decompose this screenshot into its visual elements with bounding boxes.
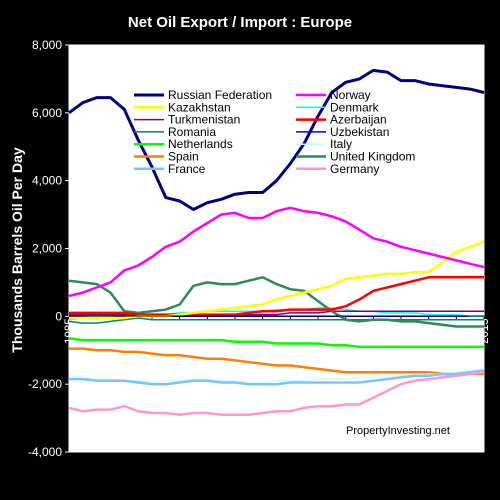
y-tick-label: 8,000 — [32, 38, 62, 52]
legend: Russian Federation Norway Kazakhstan Denmar… — [134, 88, 415, 176]
x-tick-label: 2009 — [396, 318, 408, 344]
series-line-united-kingdom — [68, 276, 484, 328]
x-tick-label: 1999 — [258, 318, 270, 344]
x-tick-label: 2003 — [313, 318, 325, 344]
x-tick-label: 1987 — [92, 318, 104, 344]
x-tick-label: 1991 — [147, 318, 159, 344]
series-line-france — [69, 369, 485, 386]
x-tick-label: 2015 — [479, 318, 491, 344]
y-tick-label: 4,000 — [32, 174, 62, 188]
y-tick-label: 2,000 — [32, 242, 62, 256]
legend-label: Kazakhstan — [168, 100, 231, 114]
x-tick-label: 1989 — [119, 318, 131, 344]
y-tick-label: -4,000 — [28, 445, 62, 459]
series-line-germany — [68, 371, 485, 416]
x-tick-label: 1995 — [202, 318, 214, 344]
legend-label: Russian Federation — [168, 88, 272, 102]
x-tick-label: 2013 — [451, 318, 463, 344]
legend-label: Netherlands — [168, 137, 233, 151]
series-line-norway — [68, 206, 485, 298]
x-tick-label: 2001 — [285, 318, 297, 344]
series-line-romania — [68, 317, 484, 324]
y-axis-ticks: 8,000 6,000 4,000 2,000 0 -2,000 -4,000 — [28, 38, 69, 459]
legend-label: United Kingdom — [330, 150, 415, 164]
series-line-netherlands — [68, 337, 484, 349]
series-line-russian-federation — [68, 68, 485, 211]
x-axis-ticks: 1985 1987 1989 1991 1993 1995 1997 1999 2001 2003… — [64, 316, 491, 344]
series-line-spain — [69, 347, 484, 376]
legend-label: Germany — [330, 162, 379, 176]
legend-label: Azerbaijan — [330, 113, 387, 127]
plot-area — [68, 44, 485, 453]
y-tick-label: -2,000 — [28, 377, 62, 391]
x-tick-label: 2005 — [341, 318, 353, 344]
legend-label: Denmark — [330, 100, 380, 114]
series-line-azerbaijan — [69, 276, 484, 316]
x-tick-label: 1993 — [175, 318, 187, 344]
legend-label: Norway — [330, 88, 371, 102]
legend-label: Spain — [168, 150, 199, 164]
legend-label: Romania — [168, 125, 216, 139]
watermark: PropertyInvesting.net — [346, 425, 450, 437]
x-tick-label: 2007 — [368, 318, 380, 344]
chart-title: Net Oil Export / Import : Europe — [128, 14, 352, 31]
y-tick-label: 0 — [55, 309, 62, 323]
y-tick-label: 6,000 — [32, 106, 62, 120]
legend-label: Italy — [330, 137, 352, 151]
legend-label: Turkmenistan — [168, 113, 240, 127]
legend-label: Uzbekistan — [330, 125, 389, 139]
y-axis-label: Thousands Barrels Oil Per Day — [9, 147, 25, 353]
legend-label: France — [168, 162, 206, 176]
x-tick-label: 1997 — [230, 318, 242, 344]
x-tick-label: 1985 — [64, 318, 76, 344]
